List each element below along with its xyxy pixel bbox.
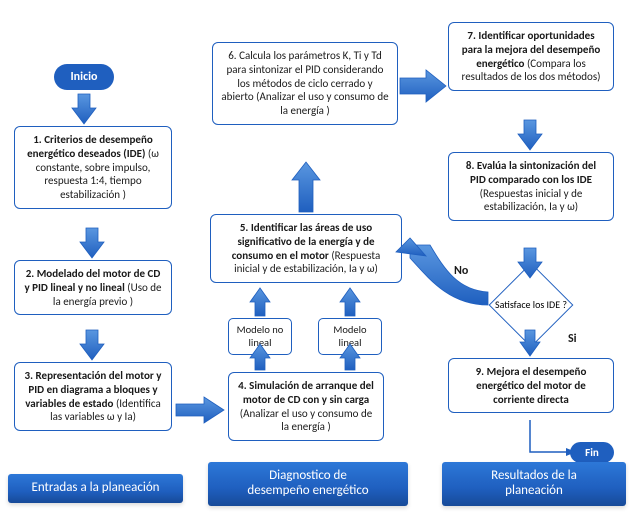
box-6: 6. Calcula los parámetros K, Ti y Td par… xyxy=(212,42,398,125)
label-no: No xyxy=(454,264,468,278)
box-3: 3. Representación del motor y PID en dia… xyxy=(14,362,172,431)
box-5: 5. Identificar las áreas de uso signific… xyxy=(210,214,402,283)
band-left: Entradas a la planeación xyxy=(8,474,183,503)
box-9-title: 9. Mejora el desempeño energético del mo… xyxy=(476,365,587,406)
band-right-l2: planeación xyxy=(505,483,563,498)
box-8-desc: (Respuestas inicial y de estabilización,… xyxy=(480,187,583,214)
box-model-l: Modelo lineal xyxy=(318,318,382,355)
box-4-desc: (Analizar el uso y consumo de la energía… xyxy=(240,407,372,434)
decision-label: Satisface los IDE ? xyxy=(488,280,574,330)
end-pill: Fin xyxy=(570,442,614,463)
box-2: 2. Modelado del motor de CD y PID lineal… xyxy=(14,260,172,315)
box-4: 4. Simulación de arranque del motor de C… xyxy=(228,372,384,441)
box-1: 1. Criterios de desempeño energético des… xyxy=(14,126,172,209)
band-right: Resultados de la planeación xyxy=(442,462,626,506)
decision-diamond: Satisface los IDE ? xyxy=(488,280,574,330)
band-center-l1: Diagnostico de xyxy=(269,468,347,483)
band-center-l2: desempeño energético xyxy=(247,483,368,498)
box-8: 8. Evalúa la sintonización del PID compa… xyxy=(448,152,614,221)
label-yes: Si xyxy=(568,332,577,346)
band-center: Diagnostico de desempeño energético xyxy=(208,462,408,506)
box-model-nl: Modelo no lineal xyxy=(228,318,292,355)
start-pill: Inicio xyxy=(54,64,114,90)
box-9: 9. Mejora el desempeño energético del mo… xyxy=(448,358,614,413)
box-7: 7. Identificar oportunidades para la mej… xyxy=(448,22,614,91)
box-6-text: 6. Calcula los parámetros K, Ti y Td par… xyxy=(221,49,388,117)
box-1-title: 1. Criterios de desempeño energético des… xyxy=(27,133,153,160)
band-right-l1: Resultados de la xyxy=(491,468,577,483)
box-8-title: 8. Evalúa la sintonización del PID compa… xyxy=(466,159,596,186)
box-4-title: 4. Simulación de arranque del motor de C… xyxy=(238,379,374,406)
